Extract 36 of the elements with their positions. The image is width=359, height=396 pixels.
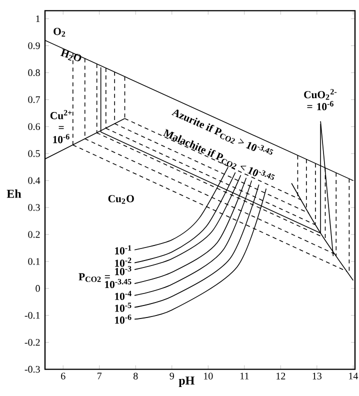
annotation: 10$^{-6}$ bbox=[115, 314, 132, 324]
y-tick-label: -0.3 bbox=[24, 366, 40, 373]
y-axis-title: Eh bbox=[6, 189, 22, 198]
y-tick-label: 0.2 bbox=[28, 231, 40, 238]
y-tick-label: 0.3 bbox=[28, 204, 40, 211]
x-tick-label: 12 bbox=[276, 372, 286, 380]
annotation: 10$^{-3}$ bbox=[115, 266, 132, 276]
annotation: 10$^{-5}$ bbox=[115, 302, 132, 312]
annotation: CuO$_{2}$2- = 10$^{-6}$ bbox=[304, 89, 337, 110]
y-tick-label: 0.4 bbox=[28, 177, 40, 184]
y-tick-label: 0.8 bbox=[28, 69, 40, 76]
x-tick-label: 9 bbox=[170, 372, 174, 380]
y-tick-label: 0.6 bbox=[28, 123, 40, 130]
y-tick-label: -0.1 bbox=[24, 312, 40, 319]
annotation: 10$^{-4}$ bbox=[115, 290, 132, 300]
x-tick-label: 11 bbox=[240, 372, 249, 380]
y-tick-label: 0.5 bbox=[28, 150, 40, 157]
y-tick-label: 1 bbox=[36, 15, 40, 22]
annotation: Cu$_{2}$O bbox=[108, 195, 134, 204]
y-tick-label: -0.2 bbox=[24, 338, 40, 346]
x-tick-label: 8 bbox=[134, 372, 138, 380]
x-axis-title: pH bbox=[178, 376, 194, 388]
x-tick-label: 6 bbox=[61, 372, 66, 380]
y-tick-label: 0.1 bbox=[28, 258, 40, 265]
x-tick-label: 13 bbox=[312, 372, 322, 380]
annotation: 10$^{-1}$ bbox=[115, 245, 132, 254]
text: Cu$^{2+}$ = 10$^{-6}$ bbox=[50, 110, 72, 144]
annotation: H$_{2}$O bbox=[60, 48, 82, 62]
x-tick-label: 14 bbox=[349, 372, 358, 380]
annotation: O$_{2}$ bbox=[54, 28, 66, 37]
y-tick-label: 0.9 bbox=[28, 42, 40, 50]
annotation: 10$^{-2}$ bbox=[115, 258, 132, 267]
x-tick-label: 10 bbox=[204, 372, 213, 380]
y-tick-label: 0.7 bbox=[28, 96, 40, 104]
y-tick-label: 0 bbox=[36, 285, 40, 292]
x-tick-label: 7 bbox=[98, 372, 102, 380]
